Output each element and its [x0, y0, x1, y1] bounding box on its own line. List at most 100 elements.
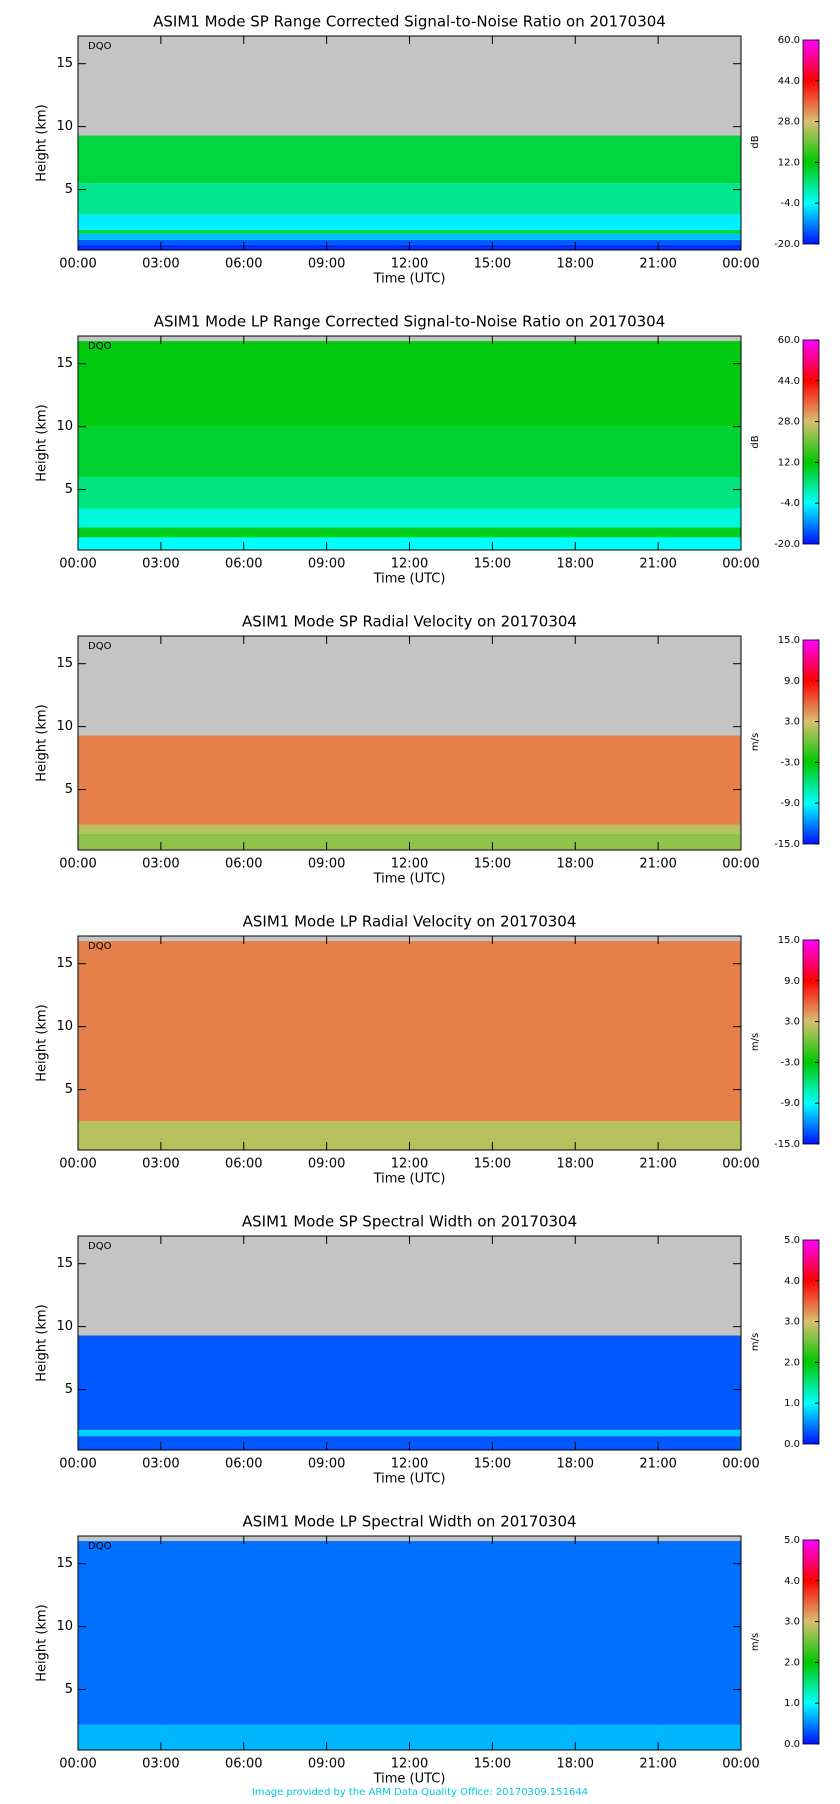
- colorbar-tick-label: 15.0: [778, 635, 800, 646]
- colorbar: [802, 39, 820, 245]
- colorbar-tick-label: 0.0: [784, 1739, 800, 1750]
- x-tick-label: 18:00: [557, 1157, 594, 1172]
- x-tick-label: 03:00: [142, 557, 179, 572]
- x-tick-label: 06:00: [225, 557, 262, 572]
- colorbar-tick-label: -20.0: [774, 239, 800, 250]
- x-tick-label: 18:00: [557, 257, 594, 272]
- x-tick-label: 15:00: [474, 1757, 511, 1772]
- colorbar-tick-label: 60.0: [778, 335, 800, 346]
- colorbar-tick-label: 4.0: [784, 1576, 800, 1587]
- y-axis-label: Height (km): [35, 404, 50, 481]
- annotation: DQO: [88, 641, 112, 652]
- colorbar-tick-label: -4.0: [780, 198, 800, 209]
- colorbar-tick-label: 3.0: [784, 1017, 800, 1028]
- x-tick-label: 15:00: [474, 1157, 511, 1172]
- x-tick-label: 00:00: [722, 857, 759, 872]
- x-tick-label: 06:00: [225, 857, 262, 872]
- y-axis-label: Height (km): [35, 1304, 50, 1381]
- y-axis-label: Height (km): [35, 1604, 50, 1681]
- y-tick-label: 15: [56, 1556, 73, 1571]
- footer: Image provided by the ARM Data Quality O…: [252, 1787, 588, 1798]
- colorbar-tick-label: -9.0: [780, 798, 800, 809]
- x-tick-label: 09:00: [308, 1757, 345, 1772]
- height-band: [78, 1541, 741, 1725]
- colorbar-tick-label: 9.0: [784, 976, 800, 987]
- y-tick-label: 15: [56, 356, 73, 371]
- colorbar-label: dB: [750, 135, 761, 148]
- colorbar-tick-label: 9.0: [784, 676, 800, 687]
- colorbar-tick-label: 1.0: [784, 1398, 800, 1409]
- height-band: [78, 508, 741, 528]
- colorbar-tick-label: -3.0: [780, 1057, 800, 1068]
- height-band: [78, 735, 741, 825]
- y-tick-label: 10: [56, 419, 73, 434]
- x-tick-label: 18:00: [557, 557, 594, 572]
- y-tick-label: 5: [65, 482, 73, 497]
- x-tick-label: 21:00: [639, 1457, 676, 1472]
- colorbar-tick-label: 3.0: [784, 717, 800, 728]
- colorbar-label: m/s: [750, 733, 761, 751]
- colorbar: [802, 1539, 820, 1745]
- x-tick-label: 12:00: [391, 1157, 428, 1172]
- x-tick-label: 12:00: [391, 857, 428, 872]
- height-band: [78, 229, 741, 234]
- height-band: [78, 1236, 741, 1336]
- colorbar: [802, 1239, 820, 1445]
- x-tick-label: 12:00: [391, 257, 428, 272]
- x-tick-label: 15:00: [474, 1457, 511, 1472]
- colorbar-tick-label: 15.0: [778, 935, 800, 946]
- y-tick-label: 15: [56, 656, 73, 671]
- height-band: [78, 135, 741, 184]
- colorbar-tick-label: 60.0: [778, 35, 800, 46]
- y-tick-label: 15: [56, 956, 73, 971]
- colorbar-tick-label: 2.0: [784, 1657, 800, 1668]
- x-tick-label: 00:00: [722, 1457, 759, 1472]
- colorbar-tick-label: 12.0: [778, 457, 800, 468]
- height-band: [78, 1429, 741, 1437]
- x-tick-label: 21:00: [639, 857, 676, 872]
- colorbar-tick-label: 3.0: [784, 1317, 800, 1328]
- x-tick-label: 00:00: [59, 1757, 96, 1772]
- x-tick-label: 06:00: [225, 257, 262, 272]
- x-tick-label: 00:00: [59, 857, 96, 872]
- colorbar-tick-label: 0.0: [784, 1439, 800, 1450]
- y-tick-label: 5: [65, 1082, 73, 1097]
- x-tick-label: 03:00: [142, 1157, 179, 1172]
- y-tick-label: 10: [56, 119, 73, 134]
- height-band: [78, 476, 741, 509]
- x-tick-label: 09:00: [308, 257, 345, 272]
- y-tick-label: 5: [65, 782, 73, 797]
- height-band: [78, 341, 741, 427]
- x-tick-label: 03:00: [142, 857, 179, 872]
- y-tick-label: 10: [56, 1019, 73, 1034]
- colorbar-tick-label: 5.0: [784, 1235, 800, 1246]
- x-tick-label: 15:00: [474, 557, 511, 572]
- colorbar: [802, 339, 820, 545]
- colorbar-label: m/s: [750, 1033, 761, 1051]
- x-tick-label: 00:00: [722, 257, 759, 272]
- y-tick-label: 10: [56, 719, 73, 734]
- colorbar-tick-label: -20.0: [774, 539, 800, 550]
- x-tick-label: 00:00: [722, 557, 759, 572]
- x-tick-label: 09:00: [308, 557, 345, 572]
- y-axis-label: Height (km): [35, 104, 50, 181]
- x-tick-label: 09:00: [308, 1457, 345, 1472]
- colorbar-tick-label: 1.0: [784, 1698, 800, 1709]
- colorbar-label: m/s: [750, 1333, 761, 1351]
- chart-title: ASIM1 Mode LP Range Corrected Signal-to-…: [154, 313, 666, 331]
- x-tick-label: 21:00: [639, 1157, 676, 1172]
- x-axis-label: Time (UTC): [373, 272, 446, 287]
- height-band: [78, 824, 741, 834]
- y-tick-label: 5: [65, 1682, 73, 1697]
- annotation: DQO: [88, 1541, 112, 1552]
- x-tick-label: 18:00: [557, 1457, 594, 1472]
- annotation: DQO: [88, 341, 112, 352]
- x-tick-label: 09:00: [308, 857, 345, 872]
- chart-title: ASIM1 Mode LP Radial Velocity on 2017030…: [243, 913, 577, 931]
- y-tick-label: 15: [56, 1256, 73, 1271]
- annotation: DQO: [88, 41, 112, 52]
- x-tick-label: 00:00: [59, 257, 96, 272]
- x-axis-label: Time (UTC): [373, 1172, 446, 1187]
- x-tick-label: 12:00: [391, 557, 428, 572]
